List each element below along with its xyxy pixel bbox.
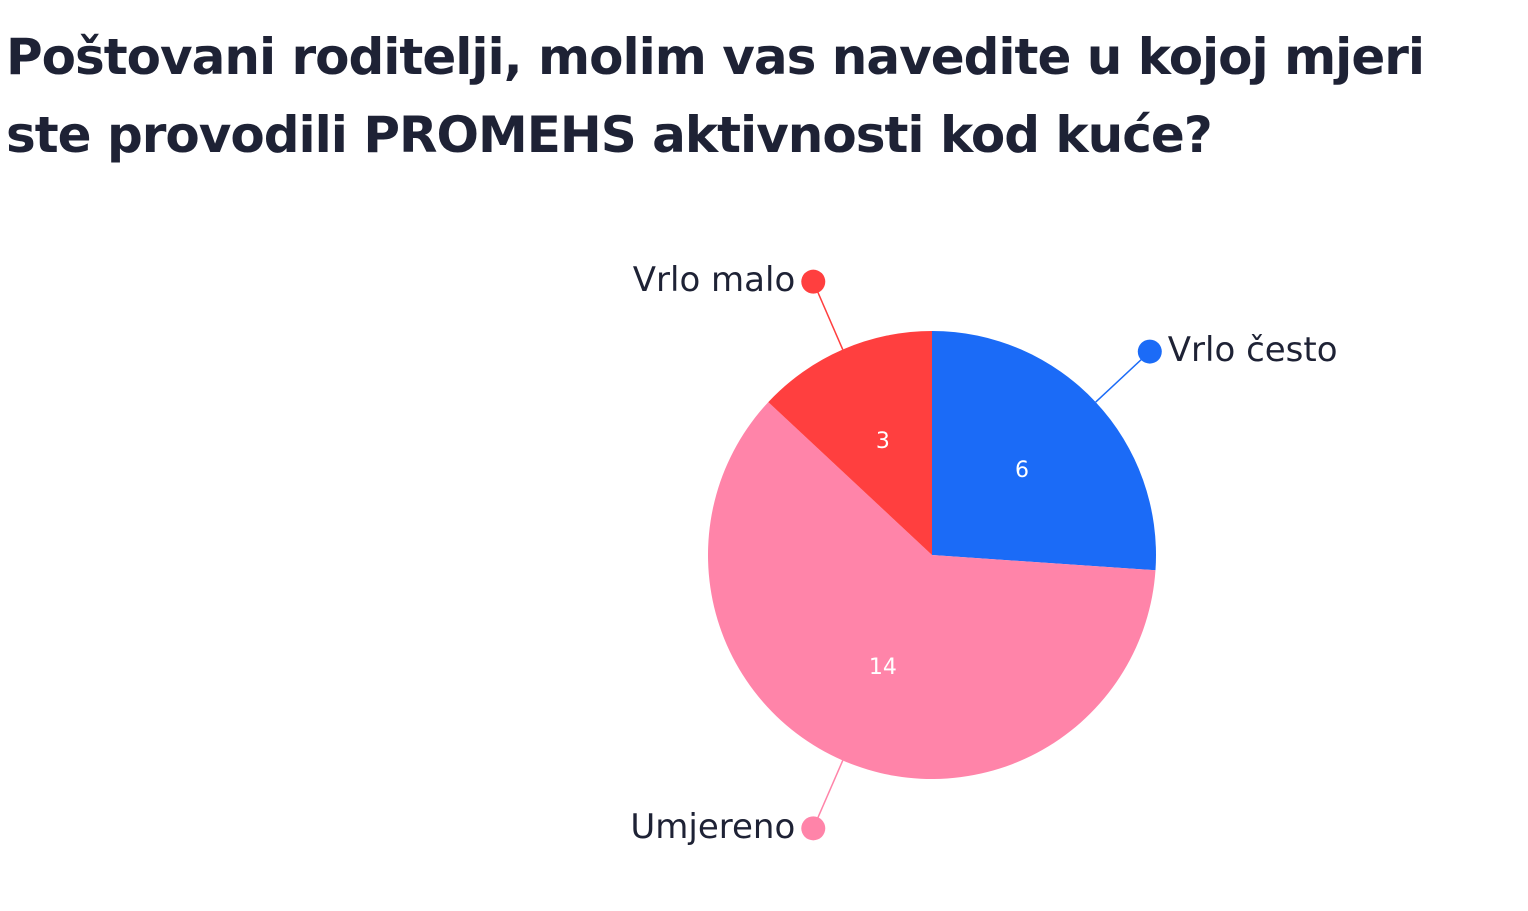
pie-slice: [932, 331, 1156, 571]
slice-label: Vrlo često: [1168, 330, 1338, 370]
value-label: 14: [869, 655, 897, 680]
value-label: 6: [1015, 458, 1029, 483]
slice-label: Umjereno: [630, 807, 795, 847]
chart-title: Poštovani roditelji, molim vas navedite …: [6, 28, 1425, 164]
legend-dot: [801, 269, 826, 294]
legend-dot: [801, 816, 826, 841]
leader-line: [1095, 351, 1151, 403]
slice-label: Vrlo malo: [633, 260, 796, 300]
pie-slice: [708, 402, 1156, 779]
pie-slice: [768, 331, 932, 555]
leader-line: [812, 760, 844, 829]
legend-dot: [1137, 339, 1162, 364]
value-label: 3: [876, 429, 890, 454]
leader-line: [812, 281, 844, 350]
